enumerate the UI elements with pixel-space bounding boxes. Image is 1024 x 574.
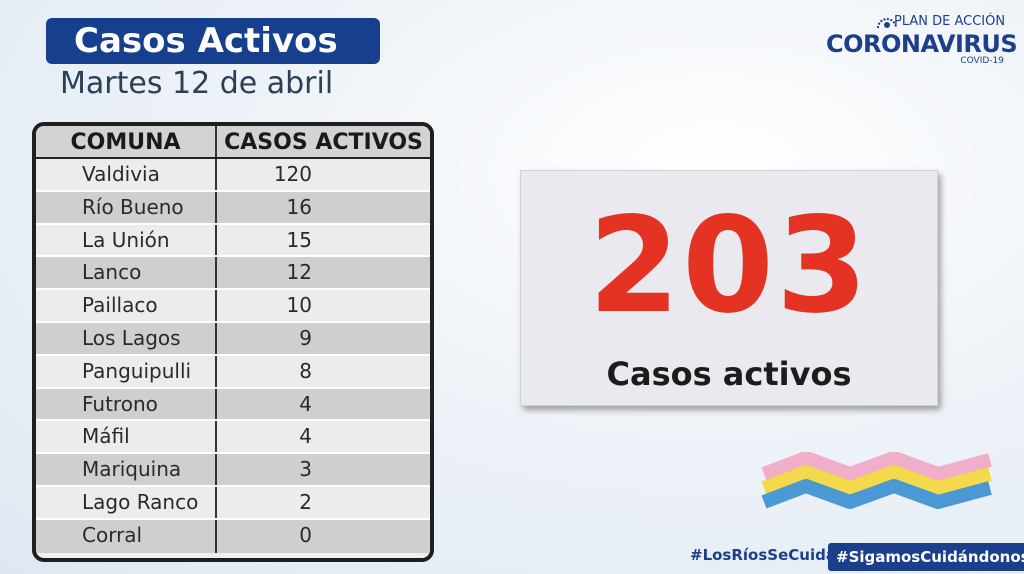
total-label: Casos activos — [606, 355, 852, 393]
logo-plan-text: PLAN DE ACCIÓN — [894, 14, 1006, 29]
table-row: Panguipulli 8 — [36, 355, 430, 389]
cell-comuna: Máfil — [36, 421, 217, 453]
table-row: Lanco 12 — [36, 257, 430, 291]
page-title: Casos Activos — [74, 21, 338, 61]
hashtag-los-rios: #LosRíosSeCuida — [690, 546, 836, 564]
table-row: Los Lagos 9 — [36, 322, 430, 356]
cell-casos: 8 — [299, 358, 312, 383]
logo-sub-text: COVID-19 — [960, 56, 1004, 66]
cell-comuna: Lanco — [36, 257, 217, 289]
cell-casos: 0 — [299, 522, 312, 547]
coronavirus-logo: PLAN DE ACCIÓN CORONAVIRUS COVID-19 — [826, 10, 1018, 68]
cell-comuna: Río Bueno — [36, 191, 217, 223]
table-row: Paillaco 10 — [36, 290, 430, 323]
total-card: 203 Casos activos — [520, 170, 938, 406]
table-header: COMUNA CASOS ACTIVOS — [36, 126, 430, 159]
table-row: Valdivia 120 — [36, 159, 430, 192]
table-row: Lago Ranco 2 — [36, 486, 430, 520]
total-number: 203 — [588, 189, 870, 343]
cell-casos: 4 — [299, 424, 312, 449]
table-row: Máfil 4 — [36, 421, 430, 455]
title-banner: Casos Activos — [46, 18, 380, 64]
hashtag-sigamos: #SigamosCuidándonos — [828, 543, 1024, 571]
logo-name-text: CORONAVIRUS — [826, 30, 1018, 58]
table-row: Corral 0 — [36, 519, 430, 553]
cell-casos: 12 — [286, 260, 312, 285]
cell-comuna: Lago Ranco — [36, 486, 217, 518]
table-row: Mariquina 3 — [36, 454, 430, 487]
cell-casos: 2 — [299, 489, 312, 514]
cell-comuna: Corral — [36, 519, 217, 553]
rainbow-waves-icon — [761, 452, 992, 509]
cell-casos: 120 — [273, 162, 312, 186]
cell-comuna: Valdivia — [36, 159, 217, 190]
cell-comuna: Paillaco — [36, 290, 217, 321]
cell-comuna: Mariquina — [36, 454, 217, 485]
cell-casos: 16 — [286, 194, 312, 219]
cell-comuna: Panguipulli — [36, 355, 217, 387]
date-label: Martes 12 de abril — [60, 66, 334, 101]
cell-casos: 10 — [286, 293, 312, 318]
table-row: Futrono 4 — [36, 388, 430, 422]
cell-comuna: La Unión — [36, 224, 217, 256]
cell-casos: 9 — [299, 325, 312, 350]
cell-comuna: Futrono — [36, 388, 217, 420]
header-casos: CASOS ACTIVOS — [224, 130, 423, 155]
cell-comuna: Los Lagos — [36, 322, 217, 354]
cell-casos: 15 — [286, 227, 312, 252]
cell-casos: 3 — [299, 457, 312, 482]
seal-icon — [877, 18, 897, 29]
header-comuna: COMUNA — [36, 126, 217, 157]
table-row: La Unión 15 — [36, 224, 430, 258]
table-row: Río Bueno 16 — [36, 191, 430, 225]
cell-casos: 4 — [299, 391, 312, 416]
cases-table: COMUNA CASOS ACTIVOS Valdivia 120 Río Bu… — [32, 122, 434, 562]
